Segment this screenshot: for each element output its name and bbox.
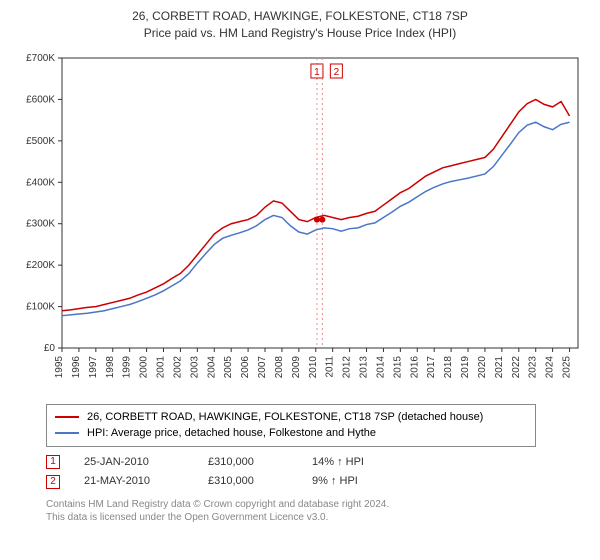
svg-text:2020: 2020 — [477, 355, 488, 378]
copyright-line: This data is licensed under the Open Gov… — [46, 511, 588, 524]
svg-text:2003: 2003 — [189, 355, 200, 378]
legend-box: 26, CORBETT ROAD, HAWKINGE, FOLKESTONE, … — [46, 404, 536, 447]
sale-marker-icon: 1 — [46, 455, 60, 469]
sale-hpi: 14% ↑ HPI — [312, 453, 392, 473]
chart-area: £0 £100K £200K £300K £400K £500K £600K £700K 199… — [12, 46, 588, 396]
title-block: 26, CORBETT ROAD, HAWKINGE, FOLKESTONE, … — [12, 8, 588, 42]
svg-text:2025: 2025 — [562, 355, 573, 378]
svg-text:1995: 1995 — [54, 355, 65, 378]
svg-text:£400K: £400K — [26, 177, 55, 188]
svg-text:2005: 2005 — [223, 355, 234, 378]
svg-text:2013: 2013 — [359, 355, 370, 378]
svg-text:2011: 2011 — [325, 355, 336, 377]
sale-point-row: 1 25-JAN-2010 £310,000 14% ↑ HPI — [46, 453, 588, 473]
legend-row: 26, CORBETT ROAD, HAWKINGE, FOLKESTONE, … — [55, 409, 527, 426]
svg-text:2010: 2010 — [308, 355, 319, 378]
legend-row: HPI: Average price, detached house, Folk… — [55, 425, 527, 442]
svg-text:2018: 2018 — [443, 355, 454, 378]
svg-text:2023: 2023 — [528, 355, 539, 378]
legend-label: HPI: Average price, detached house, Folk… — [87, 425, 376, 442]
sale-date: 25-JAN-2010 — [84, 453, 184, 473]
svg-text:2014: 2014 — [375, 355, 386, 378]
svg-text:2022: 2022 — [511, 355, 522, 378]
legend-line-icon — [55, 432, 79, 434]
sale-price: £310,000 — [208, 453, 288, 473]
svg-text:2021: 2021 — [494, 355, 505, 378]
sale-marker-icon: 2 — [46, 475, 60, 489]
svg-text:£700K: £700K — [26, 53, 55, 64]
sale-hpi: 9% ↑ HPI — [312, 472, 392, 492]
svg-text:£100K: £100K — [26, 301, 55, 312]
svg-text:2001: 2001 — [156, 355, 167, 378]
sale-price: £310,000 — [208, 472, 288, 492]
copyright-block: Contains HM Land Registry data © Crown c… — [46, 498, 588, 524]
svg-text:2015: 2015 — [392, 355, 403, 378]
legend-label: 26, CORBETT ROAD, HAWKINGE, FOLKESTONE, … — [87, 409, 483, 426]
svg-text:2000: 2000 — [139, 355, 150, 378]
svg-text:2: 2 — [334, 67, 340, 78]
svg-text:1997: 1997 — [88, 355, 99, 378]
svg-text:2012: 2012 — [342, 355, 353, 378]
copyright-line: Contains HM Land Registry data © Crown c… — [46, 498, 588, 511]
svg-text:1996: 1996 — [71, 355, 82, 378]
sale-points-table: 1 25-JAN-2010 £310,000 14% ↑ HPI 2 21-MA… — [46, 453, 588, 493]
svg-text:2008: 2008 — [274, 355, 285, 378]
line-chart-svg: £0 £100K £200K £300K £400K £500K £600K £700K 199… — [12, 46, 588, 396]
svg-text:2002: 2002 — [172, 355, 183, 378]
chart-container: 26, CORBETT ROAD, HAWKINGE, FOLKESTONE, … — [0, 0, 600, 560]
svg-text:1999: 1999 — [122, 355, 133, 378]
sale-point-row: 2 21-MAY-2010 £310,000 9% ↑ HPI — [46, 472, 588, 492]
chart-title: 26, CORBETT ROAD, HAWKINGE, FOLKESTONE, … — [12, 8, 588, 25]
svg-text:2016: 2016 — [409, 355, 420, 378]
svg-text:£0: £0 — [44, 343, 56, 354]
svg-text:1998: 1998 — [105, 355, 116, 378]
svg-text:£200K: £200K — [26, 260, 55, 271]
svg-text:£300K: £300K — [26, 218, 55, 229]
chart-subtitle: Price paid vs. HM Land Registry's House … — [12, 25, 588, 42]
svg-text:2007: 2007 — [257, 355, 268, 378]
svg-text:2009: 2009 — [291, 355, 302, 378]
legend-line-icon — [55, 416, 79, 418]
svg-text:2004: 2004 — [206, 355, 217, 378]
svg-text:£600K: £600K — [26, 94, 55, 105]
sale-date: 21-MAY-2010 — [84, 472, 184, 492]
svg-text:2017: 2017 — [426, 355, 437, 378]
svg-text:2006: 2006 — [240, 355, 251, 378]
svg-text:2024: 2024 — [545, 355, 556, 378]
svg-text:£500K: £500K — [26, 135, 55, 146]
svg-text:1: 1 — [314, 67, 320, 78]
svg-text:2019: 2019 — [460, 355, 471, 378]
